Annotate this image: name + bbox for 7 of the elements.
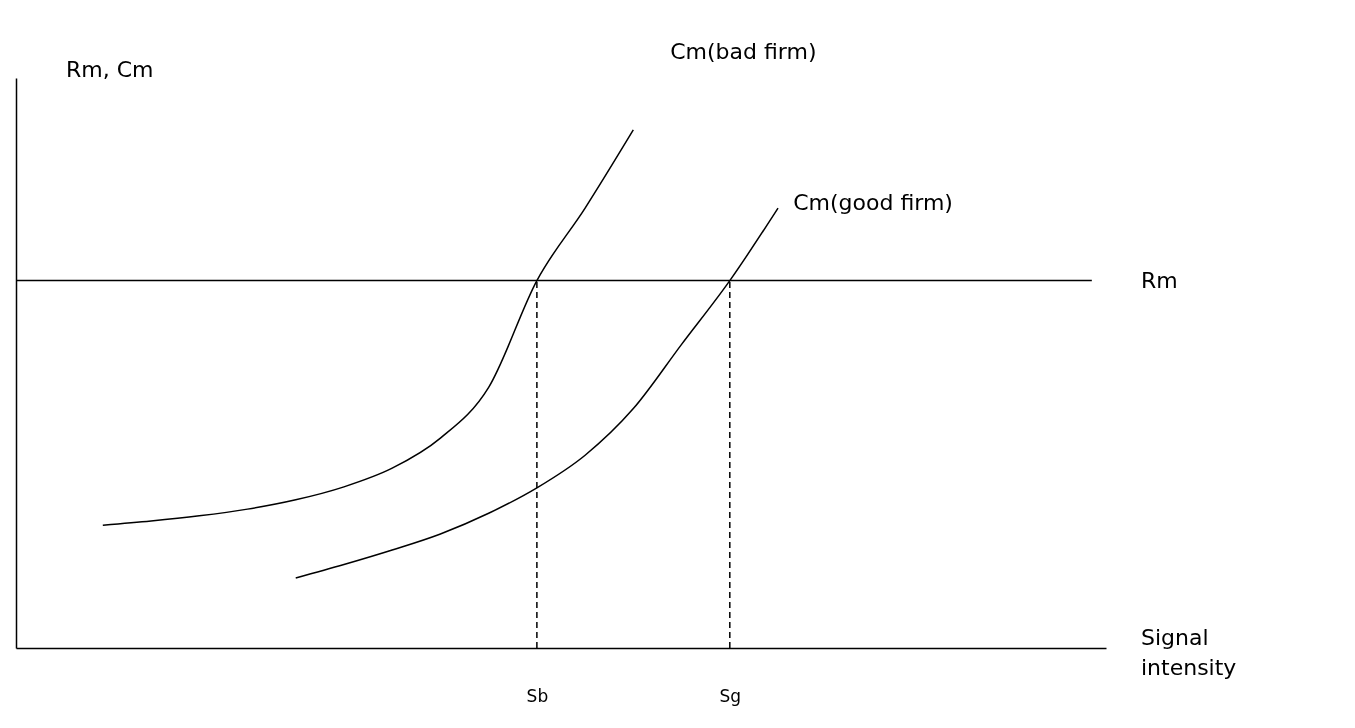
- x-axis-title: Signal intensity: [1141, 625, 1237, 680]
- x-tick-label: Sb: [526, 685, 549, 706]
- y-axis-title: Rm, Cm: [66, 57, 154, 82]
- ref-line-label: Rm: [1141, 267, 1178, 293]
- x-tick-label: Sg: [719, 685, 742, 706]
- series-label: Cm(good firm): [793, 190, 953, 216]
- text: Cm(bad firm): [670, 38, 817, 64]
